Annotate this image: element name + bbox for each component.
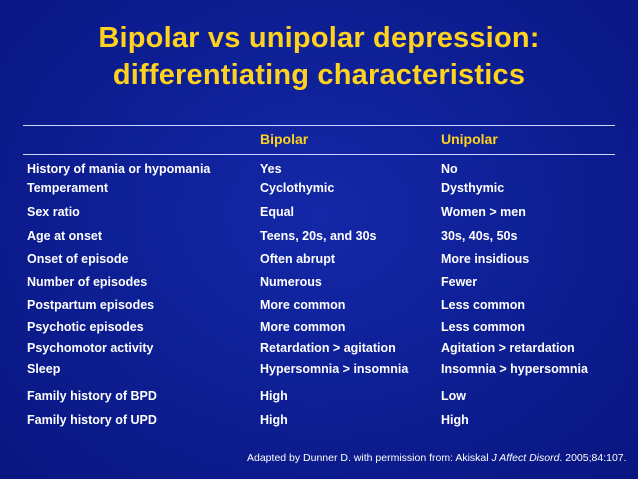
bipolar-value: Numerous <box>260 275 322 289</box>
unipolar-value: Less common <box>441 320 526 334</box>
row-label: Sleep <box>27 362 61 376</box>
bipolar-value: Often abrupt <box>260 252 335 266</box>
table-row: Family history of BPD High Low <box>0 386 638 406</box>
bipolar-value: Cyclothymic <box>260 181 335 195</box>
row-label: Sex ratio <box>27 205 80 219</box>
table-header-rule <box>23 154 615 155</box>
row-label: Temperament <box>27 181 109 195</box>
bipolar-value: High <box>260 413 288 427</box>
unipolar-value: Insomnia > hypersomnia <box>441 362 588 376</box>
unipolar-value: Less common <box>441 298 526 312</box>
footnote-prefix: Adapted by Dunner D. with permission fro… <box>247 452 492 464</box>
bipolar-value: High <box>260 389 288 403</box>
bipolar-value: Teens, 20s, and 30s <box>260 229 377 243</box>
citation-footnote: Adapted by Dunner D. with permission fro… <box>247 452 632 464</box>
table-row: History of mania or hypomania Yes No <box>0 159 638 179</box>
table-row: Onset of episode Often abrupt More insid… <box>0 249 638 269</box>
column-header-unipolar: Unipolar <box>441 131 498 147</box>
bipolar-value: Yes <box>260 162 282 176</box>
unipolar-value: 30s, 40s, 50s <box>441 229 518 243</box>
table-top-rule <box>23 125 615 126</box>
row-label: Psychotic episodes <box>27 320 144 334</box>
bipolar-value: Hypersomnia > insomnia <box>260 362 409 376</box>
row-label: Age at onset <box>27 229 103 243</box>
unipolar-value: More insidious <box>441 252 530 266</box>
title-line-2: differentiating characteristics <box>112 59 526 91</box>
table-row: Sleep Hypersomnia > insomnia Insomnia > … <box>0 359 638 379</box>
table-row: Number of episodes Numerous Fewer <box>0 272 638 292</box>
unipolar-value: Low <box>441 389 466 403</box>
row-label: Psychomotor activity <box>27 341 154 355</box>
table-row: Age at onset Teens, 20s, and 30s 30s, 40… <box>0 226 638 246</box>
footnote-suffix: . 2005;84:107. <box>559 452 627 464</box>
unipolar-value: Agitation > retardation <box>441 341 575 355</box>
table-row: Temperament Cyclothymic Dysthymic <box>0 178 638 198</box>
bipolar-value: Retardation > agitation <box>260 341 396 355</box>
table-row: Sex ratio Equal Women > men <box>0 202 638 222</box>
column-header-bipolar: Bipolar <box>260 131 309 147</box>
row-label: History of mania or hypomania <box>27 162 211 176</box>
slide-title: Bipolar vs unipolar depression: differen… <box>0 20 638 94</box>
unipolar-value: Dysthymic <box>441 181 505 195</box>
row-label: Family history of UPD <box>27 413 157 427</box>
table-row: Postpartum episodes More common Less com… <box>0 295 638 315</box>
table-row: Psychotic episodes More common Less comm… <box>0 317 638 337</box>
footnote-journal: J Affect Disord <box>491 452 560 464</box>
table-row: Psychomotor activity Retardation > agita… <box>0 338 638 358</box>
row-label: Onset of episode <box>27 252 129 266</box>
table-row: Family history of UPD High High <box>0 410 638 430</box>
unipolar-value: Fewer <box>441 275 478 289</box>
row-label: Postpartum episodes <box>27 298 155 312</box>
row-label: Number of episodes <box>27 275 148 289</box>
unipolar-value: Women > men <box>441 205 526 219</box>
row-label: Family history of BPD <box>27 389 157 403</box>
bipolar-value: Equal <box>260 205 295 219</box>
bipolar-value: More common <box>260 320 346 334</box>
title-line-1: Bipolar vs unipolar depression: <box>98 22 540 54</box>
bipolar-value: More common <box>260 298 346 312</box>
unipolar-value: No <box>441 162 458 176</box>
unipolar-value: High <box>441 413 469 427</box>
